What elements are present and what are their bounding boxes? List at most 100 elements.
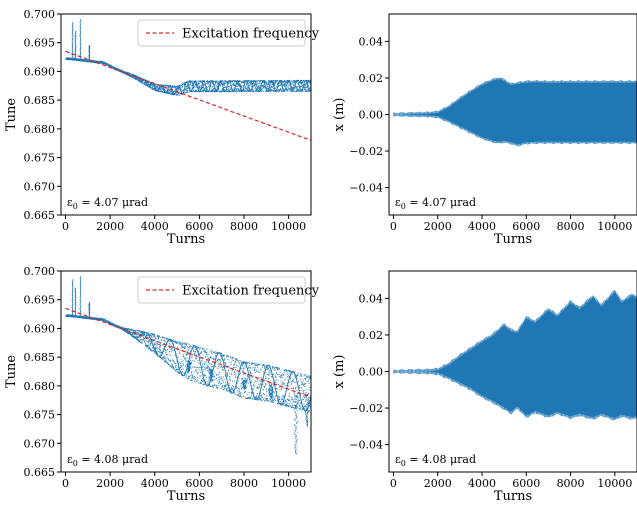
plot-area	[393, 77, 637, 147]
emittance-annotation: ε0 = 4.07 μrad	[395, 196, 476, 211]
y-tick-label: 0.670	[24, 437, 56, 450]
y-axis-label: Tune	[4, 355, 19, 388]
annotation-subscript: 0	[401, 459, 406, 468]
x-tick-label: 0	[390, 477, 397, 490]
y-tick-label: 0.670	[24, 180, 56, 193]
y-axis-label: x (m)	[332, 355, 347, 389]
axes-frame	[60, 13, 312, 216]
plot-area	[65, 276, 311, 455]
x-tick-label: 4000	[468, 220, 496, 233]
y-tick-label: 0.695	[24, 294, 56, 307]
x-tick-label: 8000	[557, 220, 585, 233]
x-tick-label: 2000	[96, 477, 124, 490]
y-tick-label: −0.02	[349, 145, 383, 158]
annotation-symbol: ε	[395, 453, 401, 466]
emittance-annotation: ε0 = 4.08 μrad	[395, 453, 476, 468]
x-tick-label: 2000	[424, 477, 452, 490]
x-tick-label: 6000	[185, 220, 213, 233]
oscillation-envelope	[393, 77, 637, 147]
tune-scatter-series	[65, 19, 311, 96]
y-tick-label: −0.04	[349, 439, 383, 452]
y-tick-label: 0.665	[24, 466, 56, 479]
y-tick-label: 0.04	[359, 292, 384, 305]
panel-bottom-left: 0 2000 4000 6000 8000 10000 0.665 0.670 0.675 0.6…	[4, 265, 320, 504]
plot-area	[65, 19, 311, 141]
x-axis-label: Turns	[167, 489, 205, 504]
x-tick-label: 6000	[185, 477, 213, 490]
x-tick-label: 4000	[141, 477, 169, 490]
emittance-annotation: ε0 = 4.08 μrad	[67, 453, 148, 468]
y-tick-label: 0.02	[359, 72, 384, 85]
x-axis-label: Turns	[167, 232, 205, 247]
x-tick-label: 10000	[597, 220, 632, 233]
annotation-value: = 4.07 μrad	[406, 196, 476, 209]
y-tick-label: 0.680	[24, 123, 56, 136]
x-tick-label: 6000	[512, 220, 540, 233]
y-tick-label: 0.690	[24, 65, 56, 78]
annotation-value: = 4.08 μrad	[78, 453, 148, 466]
legend: Excitation frequency	[137, 276, 320, 304]
panel-top-left: 0 2000 4000 6000 8000 10000 0.665 0.670 0.675 0.6…	[4, 8, 320, 247]
x-tick-label: 0	[62, 477, 69, 490]
x-tick-label: 10000	[597, 477, 632, 490]
legend: Excitation frequency	[137, 19, 320, 47]
x-tick-label: 10000	[271, 220, 306, 233]
panel-bottom-right: 0 2000 4000 6000 8000 10000 −0.04 −0.02 0.00 0.02…	[332, 270, 637, 504]
y-axis-label: x (m)	[332, 98, 347, 132]
y-tick-label: 0.685	[24, 351, 56, 364]
y-tick-label: 0.695	[24, 37, 56, 50]
y-tick-label: 0.00	[359, 366, 384, 379]
x-tick-label: 8000	[557, 477, 585, 490]
y-tick-label: 0.675	[24, 152, 56, 165]
legend-label: Excitation frequency	[182, 284, 320, 299]
envelope-series	[393, 77, 637, 147]
x-tick-label: 4000	[141, 220, 169, 233]
envelope-ripple	[393, 290, 637, 421]
axes-frame	[60, 270, 312, 473]
annotation-symbol: ε	[67, 196, 73, 209]
annotation-subscript: 0	[73, 202, 78, 211]
annotation-symbol: ε	[67, 453, 73, 466]
annotation-value: = 4.08 μrad	[406, 453, 476, 466]
oscillation-envelope	[393, 290, 637, 421]
envelope-series	[393, 290, 637, 421]
y-tick-label: 0.04	[359, 35, 384, 48]
legend-box	[137, 19, 306, 47]
y-tick-label: 0.675	[24, 409, 56, 422]
x-axis-label: Turns	[494, 489, 532, 504]
y-axis-label: Tune	[4, 98, 19, 131]
panel-top-right: 0 2000 4000 6000 8000 10000 −0.04 −0.02 0.00 0.02…	[332, 13, 637, 247]
legend-box	[137, 276, 306, 304]
y-tick-label: 0.665	[24, 209, 56, 222]
excitation-frequency-line	[65, 50, 311, 141]
annotation-symbol: ε	[395, 196, 401, 209]
y-tick-label: 0.680	[24, 380, 56, 393]
y-tick-label: 0.700	[24, 265, 56, 278]
y-tick-label: 0.02	[359, 329, 384, 342]
x-axis-label: Turns	[494, 232, 532, 247]
y-tick-label: 0.700	[24, 8, 56, 21]
legend-label: Excitation frequency	[182, 27, 320, 42]
annotation-subscript: 0	[401, 202, 406, 211]
x-tick-label: 6000	[512, 477, 540, 490]
envelope-ripple	[393, 77, 637, 147]
x-tick-label: 2000	[424, 220, 452, 233]
y-tick-label: 0.690	[24, 322, 56, 335]
excitation-frequency-line	[65, 307, 311, 398]
x-tick-label: 0	[390, 220, 397, 233]
x-tick-label: 2000	[96, 220, 124, 233]
y-tick-label: −0.04	[349, 182, 383, 195]
x-tick-label: 8000	[230, 220, 258, 233]
tune-points	[65, 19, 311, 96]
emittance-annotation: ε0 = 4.07 μrad	[67, 196, 148, 211]
plot-area	[393, 290, 637, 421]
x-tick-label: 4000	[468, 477, 496, 490]
x-tick-label: 8000	[230, 477, 258, 490]
y-tick-label: 0.00	[359, 109, 384, 122]
y-tick-label: −0.02	[349, 402, 383, 415]
x-tick-label: 0	[62, 220, 69, 233]
x-tick-label: 10000	[271, 477, 306, 490]
annotation-subscript: 0	[73, 459, 78, 468]
annotation-value: = 4.07 μrad	[78, 196, 148, 209]
